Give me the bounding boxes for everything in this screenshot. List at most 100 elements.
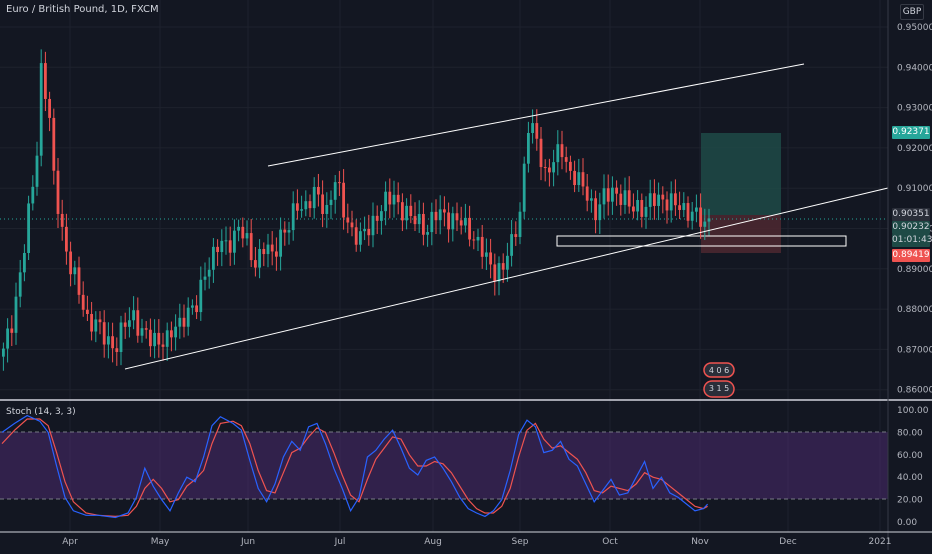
candle-body	[119, 322, 123, 352]
candle-body	[31, 186, 35, 204]
candle-body	[136, 310, 140, 336]
candle-body	[90, 314, 93, 332]
candle-body	[224, 240, 228, 242]
candle-body	[690, 211, 694, 221]
loss-zone[interactable]	[701, 215, 781, 253]
candle-body	[161, 344, 165, 347]
stochastic-tick-label: 80.00	[897, 428, 923, 438]
candle-body	[333, 182, 337, 200]
price-tick-label: 0.94000	[897, 63, 932, 73]
candle-body	[266, 244, 270, 255]
candle-body	[623, 190, 627, 205]
candle-body	[577, 172, 581, 186]
entry-price-badge: 0.90232	[892, 221, 930, 234]
candle-body	[262, 248, 266, 255]
candle-body	[178, 317, 182, 327]
candle-body	[14, 296, 18, 333]
candle-body	[560, 144, 564, 158]
candle-body	[371, 215, 375, 236]
candle-body	[380, 211, 383, 221]
trendline-upper-1[interactable]	[267, 111, 554, 167]
candle-body	[695, 207, 698, 212]
candle-body	[27, 203, 30, 253]
candle-body	[543, 167, 547, 169]
candle-body	[165, 330, 169, 347]
candle-body	[443, 209, 446, 213]
price-tick-label: 0.92000	[897, 144, 932, 154]
stochastic-tick-label: 100.00	[897, 406, 929, 416]
candle-body	[522, 163, 526, 212]
time-tick-label: Apr	[62, 537, 78, 547]
candle-body	[283, 229, 287, 233]
candle-body	[39, 63, 43, 156]
stochastic-tick-label: 0.00	[897, 518, 917, 528]
candle-body	[296, 203, 299, 211]
stochastic-d-line	[1, 418, 708, 518]
time-tick-label: 2021	[869, 537, 892, 547]
candle-body	[287, 230, 291, 233]
price-axis[interactable]: 0.950000.940000.930000.920000.910000.900…	[897, 23, 932, 396]
candle-body	[233, 230, 236, 253]
candle-body	[430, 211, 434, 233]
currency-label[interactable]: GBP	[900, 4, 924, 20]
candle-body	[405, 205, 408, 221]
time-tick-label: Nov	[691, 537, 709, 547]
time-tick-label: May	[151, 537, 170, 547]
candle-body	[140, 328, 144, 336]
candle-body	[514, 234, 518, 237]
candle-body	[102, 322, 106, 345]
candle-body	[598, 204, 602, 221]
trendline-upper-2[interactable]	[552, 63, 805, 113]
price-tick-label: 0.88000	[897, 305, 932, 315]
stochastic-k-line	[1, 414, 709, 519]
candle-body	[527, 133, 530, 164]
candle-body	[48, 98, 51, 118]
candle-body	[10, 328, 14, 333]
candle-body	[325, 204, 329, 214]
candle-body	[191, 305, 194, 308]
event-markers[interactable]: 4 0 6 3 1 5	[703, 362, 735, 398]
candle-body	[60, 213, 64, 227]
stochastic-axis[interactable]: 100.00 80.00 60.00 40.00 20.00 0.00	[897, 406, 929, 528]
candle-body	[279, 229, 282, 257]
time-tick-label: Dec	[779, 537, 796, 547]
candle-body	[157, 332, 161, 345]
candle-body	[254, 260, 257, 268]
price-tick-label: 0.93000	[897, 104, 932, 114]
candle-body	[455, 213, 459, 221]
candle-body	[346, 217, 350, 223]
symbol-title[interactable]: Euro / British Pound, 1D, FXCM	[6, 4, 159, 15]
candle-body	[468, 217, 471, 240]
candle-body	[493, 264, 497, 282]
calendar-event-icon[interactable]	[703, 380, 735, 398]
stochastic-tick-label: 20.00	[897, 496, 923, 506]
candle-body	[56, 170, 60, 214]
candle-body	[501, 263, 505, 270]
candle-body	[203, 276, 207, 280]
candle-body	[388, 191, 392, 205]
candle-body	[23, 252, 26, 273]
candle-body	[548, 167, 551, 173]
candle-body	[648, 193, 652, 207]
profit-zone[interactable]	[701, 133, 781, 215]
candle-body	[291, 203, 295, 231]
time-axis[interactable]: Apr May Jun Jul Aug Sep Oct Nov Dec 2021	[62, 537, 891, 547]
candle-body	[569, 161, 572, 171]
calendar-event-icon[interactable]	[703, 362, 735, 378]
candle-body	[77, 267, 81, 295]
time-tick-label: Sep	[512, 537, 529, 547]
support-rectangle[interactable]	[556, 235, 847, 247]
trendline-lower[interactable]	[124, 187, 889, 370]
candle-body	[308, 201, 312, 209]
candle-body	[367, 228, 371, 236]
candle-body	[438, 209, 442, 221]
candle-body	[6, 328, 9, 349]
candle-body	[594, 198, 597, 221]
stochastic-title[interactable]: Stoch (14, 3, 3)	[6, 407, 76, 417]
candle-body	[480, 236, 484, 257]
candle-body	[375, 215, 379, 221]
price-tick-label: 0.91000	[897, 184, 932, 194]
candle-body	[417, 213, 421, 225]
candle-body	[556, 144, 560, 163]
